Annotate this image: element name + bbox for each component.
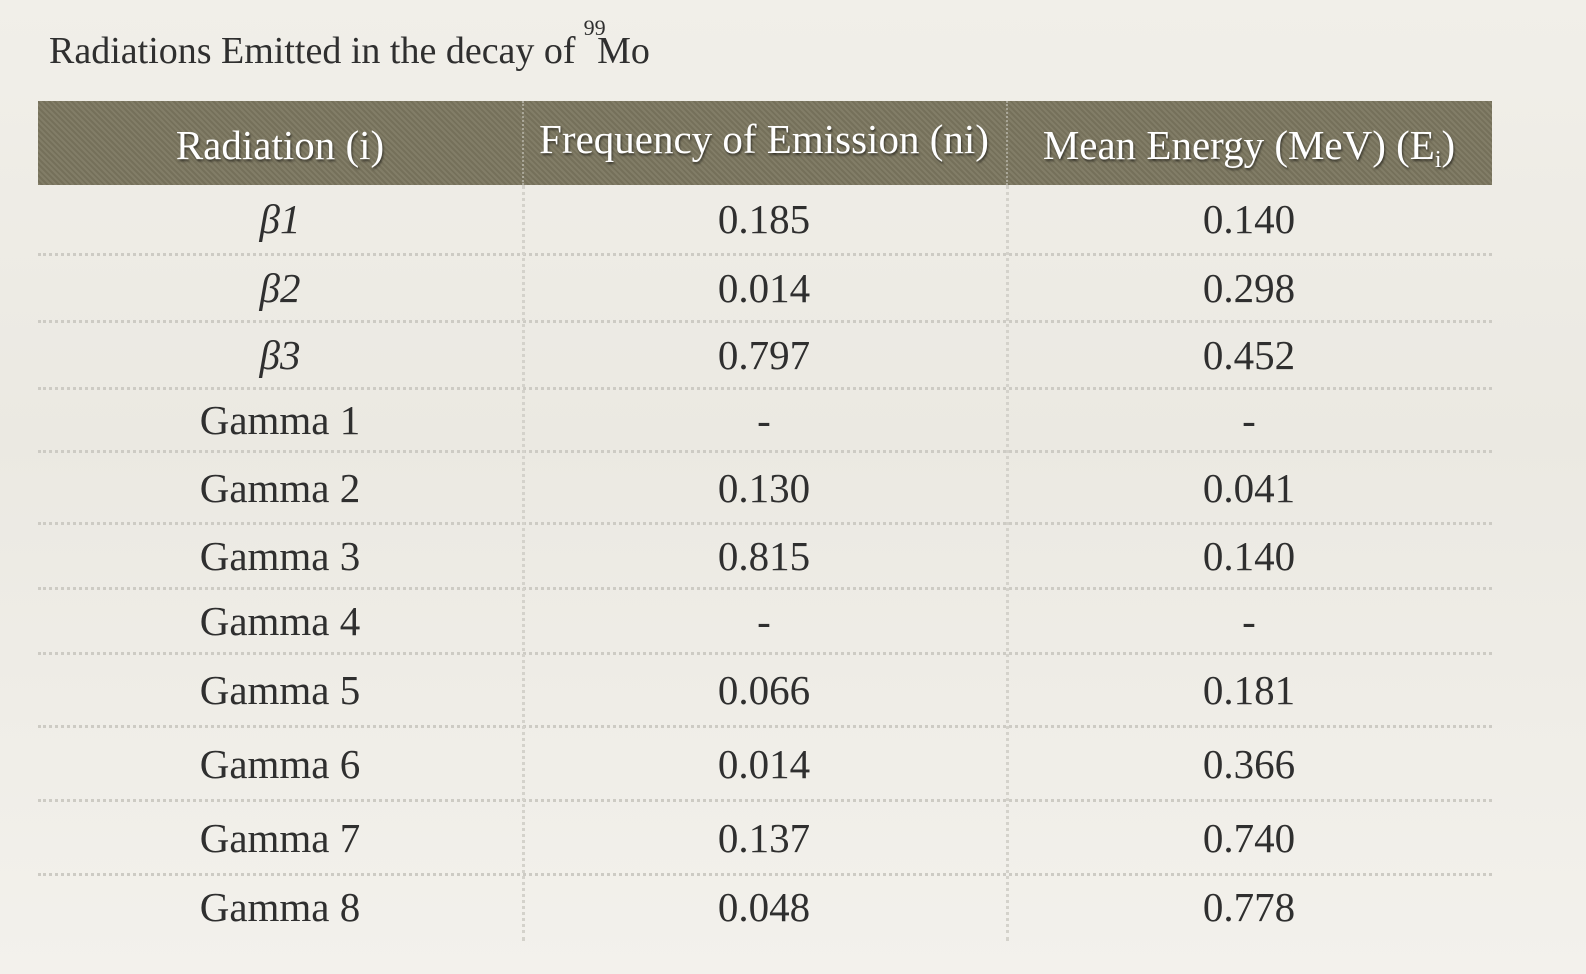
frequency-cell: 0.014 bbox=[717, 265, 811, 311]
column-divider bbox=[1006, 185, 1009, 941]
frequency-cell: - bbox=[757, 397, 771, 443]
header-mean-energy: Mean Energy (MeV) (Ei) bbox=[1006, 101, 1492, 185]
mass-number-superscript: 99 bbox=[583, 15, 606, 40]
table-row: Gamma 6 0.014 0.366 bbox=[38, 728, 1492, 802]
radiation-cell: Gamma 7 bbox=[199, 814, 361, 861]
radiation-cell: Gamma 1 bbox=[199, 397, 361, 443]
header-mean-energy-subscript: i bbox=[1434, 147, 1442, 173]
frequency-cell: 0.137 bbox=[717, 814, 811, 861]
header-divider bbox=[522, 101, 524, 185]
frequency-cell: 0.048 bbox=[717, 884, 811, 930]
header-radiation: Radiation (i) bbox=[175, 122, 385, 168]
header-frequency: Frequency of Emission (ni) bbox=[522, 101, 1006, 185]
frequency-cell: 0.066 bbox=[717, 667, 811, 713]
table-row: Gamma 7 0.137 0.740 bbox=[38, 802, 1492, 876]
energy-cell: 0.740 bbox=[1202, 814, 1296, 861]
radiation-table: Radiation (i) Frequency of Emission (ni)… bbox=[38, 101, 1492, 941]
frequency-cell: 0.185 bbox=[717, 196, 811, 242]
energy-cell: - bbox=[1242, 397, 1256, 443]
table-row: Gamma 4 - - bbox=[38, 590, 1492, 655]
frequency-cell: 0.130 bbox=[717, 464, 811, 511]
element-symbol: Mo bbox=[597, 30, 650, 72]
frequency-cell: - bbox=[757, 598, 771, 644]
table-row: β1 0.185 0.140 bbox=[38, 185, 1492, 256]
energy-cell: 0.041 bbox=[1202, 464, 1296, 511]
radiation-cell: Gamma 4 bbox=[199, 598, 361, 644]
energy-cell: 0.181 bbox=[1202, 667, 1296, 713]
energy-cell: 0.452 bbox=[1202, 332, 1296, 378]
energy-cell: 0.140 bbox=[1202, 533, 1296, 579]
header-mean-energy-label: Mean Energy (MeV) (E bbox=[1042, 122, 1435, 168]
table-body: β1 0.185 0.140 β2 0.014 0.298 β3 0.797 0.452 Gamm… bbox=[38, 185, 1492, 938]
radiation-cell: Gamma 2 bbox=[199, 464, 361, 511]
table-row: Gamma 1 - - bbox=[38, 390, 1492, 453]
table-row: Gamma 5 0.066 0.181 bbox=[38, 655, 1492, 728]
table-row: Gamma 8 0.048 0.778 bbox=[38, 876, 1492, 938]
table-row: Gamma 3 0.815 0.140 bbox=[38, 525, 1492, 590]
radiation-cell: Gamma 6 bbox=[199, 740, 361, 787]
energy-cell: 0.366 bbox=[1202, 740, 1296, 787]
radiation-cell: β3 bbox=[259, 332, 301, 378]
frequency-cell: 0.014 bbox=[717, 740, 811, 787]
energy-cell: 0.298 bbox=[1202, 265, 1296, 311]
table-row: β2 0.014 0.298 bbox=[38, 256, 1492, 323]
table-row: β3 0.797 0.452 bbox=[38, 323, 1492, 390]
table-row: Gamma 2 0.130 0.041 bbox=[38, 453, 1492, 525]
header-frequency-label: Frequency of Emission (ni) bbox=[539, 116, 989, 162]
radiation-cell: Gamma 3 bbox=[199, 533, 361, 579]
radiation-cell: Gamma 5 bbox=[199, 667, 361, 713]
energy-cell: 0.778 bbox=[1202, 884, 1296, 930]
header-divider bbox=[1006, 101, 1008, 185]
title-text: Radiations Emitted in the decay of bbox=[49, 30, 576, 72]
header-mean-energy-close: ) bbox=[1441, 122, 1456, 168]
radiation-cell: β1 bbox=[259, 196, 301, 242]
energy-cell: - bbox=[1242, 598, 1256, 644]
table-header: Radiation (i) Frequency of Emission (ni)… bbox=[38, 101, 1492, 185]
radiation-cell: Gamma 8 bbox=[199, 884, 361, 930]
frequency-cell: 0.797 bbox=[717, 332, 811, 378]
column-divider bbox=[522, 185, 525, 941]
energy-cell: 0.140 bbox=[1202, 196, 1296, 242]
page-title: Radiations Emitted in the decay of 99 Mo bbox=[49, 15, 650, 81]
radiation-cell: β2 bbox=[259, 265, 301, 311]
frequency-cell: 0.815 bbox=[717, 533, 811, 579]
